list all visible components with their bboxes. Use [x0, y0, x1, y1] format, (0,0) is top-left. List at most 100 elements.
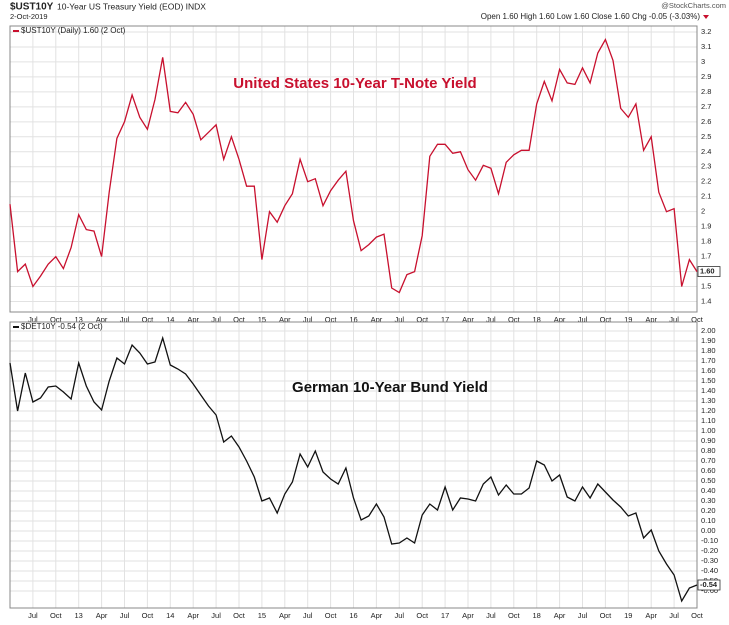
- x-tick-label: 15: [258, 611, 266, 620]
- y-tick-label: 0.40: [701, 486, 716, 495]
- x-tick-label: Oct: [600, 315, 613, 324]
- y-tick-label: -0.40: [701, 566, 718, 575]
- y-tick-label: 1.50: [701, 376, 716, 385]
- x-tick-label: Oct: [325, 611, 338, 620]
- x-tick-label: Oct: [508, 611, 521, 620]
- symbol: $UST10Y: [10, 2, 54, 13]
- y-tick-label: 2.3: [701, 162, 711, 171]
- y-tick-label: 2: [701, 207, 705, 216]
- x-tick-label: Oct: [233, 611, 246, 620]
- x-tick-label: Apr: [554, 611, 566, 620]
- x-tick-label: Apr: [279, 611, 291, 620]
- x-tick-label: Jul: [303, 611, 313, 620]
- x-tick-label: Jul: [395, 315, 405, 324]
- y-tick-label: 3.2: [701, 27, 711, 36]
- y-tick-label: 1.4: [701, 297, 711, 306]
- last-value-label: -0.54: [700, 580, 718, 589]
- x-tick-label: Jul: [395, 611, 405, 620]
- y-tick-label: 2.6: [701, 117, 711, 126]
- date: 2-Oct-2019: [10, 12, 48, 21]
- y-tick-label: 2.00: [701, 326, 716, 335]
- x-tick-label: 16: [349, 315, 357, 324]
- x-tick-label: Oct: [50, 611, 63, 620]
- x-tick-label: Apr: [187, 611, 199, 620]
- y-tick-label: 3.1: [701, 42, 711, 51]
- x-tick-label: Apr: [96, 315, 108, 324]
- x-tick-label: Oct: [691, 611, 704, 620]
- y-tick-label: 0.80: [701, 446, 716, 455]
- x-tick-label: 14: [166, 315, 174, 324]
- y-tick-label: -0.10: [701, 536, 718, 545]
- x-tick-label: Apr: [96, 611, 108, 620]
- x-tick-label: 15: [258, 315, 266, 324]
- y-tick-label: 1.8: [701, 237, 711, 246]
- x-tick-label: 17: [441, 611, 449, 620]
- y-tick-label: 3: [701, 57, 705, 66]
- x-tick-label: 13: [75, 315, 83, 324]
- last-value-box: [697, 266, 721, 277]
- x-tick-label: Jul: [28, 315, 38, 324]
- y-tick-label: 1.60: [701, 366, 716, 375]
- x-tick-label: Oct: [50, 315, 63, 324]
- source: @StockCharts.com: [661, 1, 726, 10]
- y-tick-label: 2.9: [701, 72, 711, 81]
- down-arrow: [703, 15, 709, 19]
- y-tick-label: 2.2: [701, 177, 711, 186]
- last-value-label: 1.60: [700, 267, 715, 276]
- x-tick-label: 16: [349, 611, 357, 620]
- y-tick-label: -0.20: [701, 546, 718, 555]
- x-tick-label: 18: [533, 315, 541, 324]
- x-tick-label: 14: [166, 611, 174, 620]
- x-tick-label: Oct: [691, 315, 704, 324]
- description: 10-Year US Treasury Yield (EOD) INDX: [57, 1, 206, 11]
- x-tick-label: Apr: [187, 315, 199, 324]
- quote: Open 1.60 High 1.60 Low 1.60 Close 1.60 …: [481, 12, 701, 21]
- x-tick-label: Jul: [578, 315, 588, 324]
- x-tick-label: Jul: [578, 611, 588, 620]
- y-tick-label: 1.20: [701, 406, 716, 415]
- y-tick-label: 1.5: [701, 282, 711, 291]
- y-tick-label: 0.70: [701, 456, 716, 465]
- x-tick-label: Apr: [645, 611, 657, 620]
- y-tick-label: 2.7: [701, 102, 711, 111]
- y-tick-label: 1.70: [701, 356, 716, 365]
- y-tick-label: 0.30: [701, 496, 716, 505]
- y-tick-label: 1.90: [701, 336, 716, 345]
- legend-label: $UST10Y (Daily) 1.60 (2 Oct): [21, 26, 126, 35]
- x-tick-label: Apr: [645, 315, 657, 324]
- x-tick-label: Apr: [371, 611, 383, 620]
- x-tick-label: Oct: [142, 315, 155, 324]
- x-tick-label: Jul: [211, 611, 221, 620]
- y-tick-label: 1.80: [701, 346, 716, 355]
- annotation: United States 10-Year T-Note Yield: [233, 75, 476, 92]
- last-value-box: [697, 579, 721, 591]
- x-tick-label: Apr: [279, 315, 291, 324]
- x-tick-label: Apr: [554, 315, 566, 324]
- x-tick-label: 13: [75, 611, 83, 620]
- x-tick-label: 18: [533, 611, 541, 620]
- y-tick-label: 1.7: [701, 252, 711, 261]
- y-tick-label: 0.00: [701, 526, 716, 535]
- x-tick-label: 19: [624, 611, 632, 620]
- x-tick-label: Apr: [371, 315, 383, 324]
- y-tick-label: 1.00: [701, 426, 716, 435]
- y-tick-label: 1.9: [701, 222, 711, 231]
- x-tick-label: Oct: [416, 315, 429, 324]
- x-tick-label: Oct: [508, 315, 521, 324]
- line: [9, 335, 698, 603]
- y-tick-label: 1.30: [701, 396, 716, 405]
- x-tick-label: Jul: [486, 315, 496, 324]
- x-tick-label: Apr: [462, 315, 474, 324]
- annotation: German 10-Year Bund Yield: [292, 379, 488, 396]
- y-tick-label: 1.10: [701, 416, 716, 425]
- plot-frame: [9, 321, 698, 609]
- y-tick-label: 0.90: [701, 436, 716, 445]
- x-tick-label: 17: [441, 315, 449, 324]
- x-tick-label: Oct: [325, 315, 338, 324]
- x-tick-label: Jul: [120, 315, 130, 324]
- x-tick-label: Apr: [462, 611, 474, 620]
- legend-label: $DET10Y -0.54 (2 Oct): [21, 322, 103, 331]
- x-tick-label: Jul: [211, 315, 221, 324]
- x-tick-label: Jul: [120, 611, 130, 620]
- y-tick-label: 0.10: [701, 516, 716, 525]
